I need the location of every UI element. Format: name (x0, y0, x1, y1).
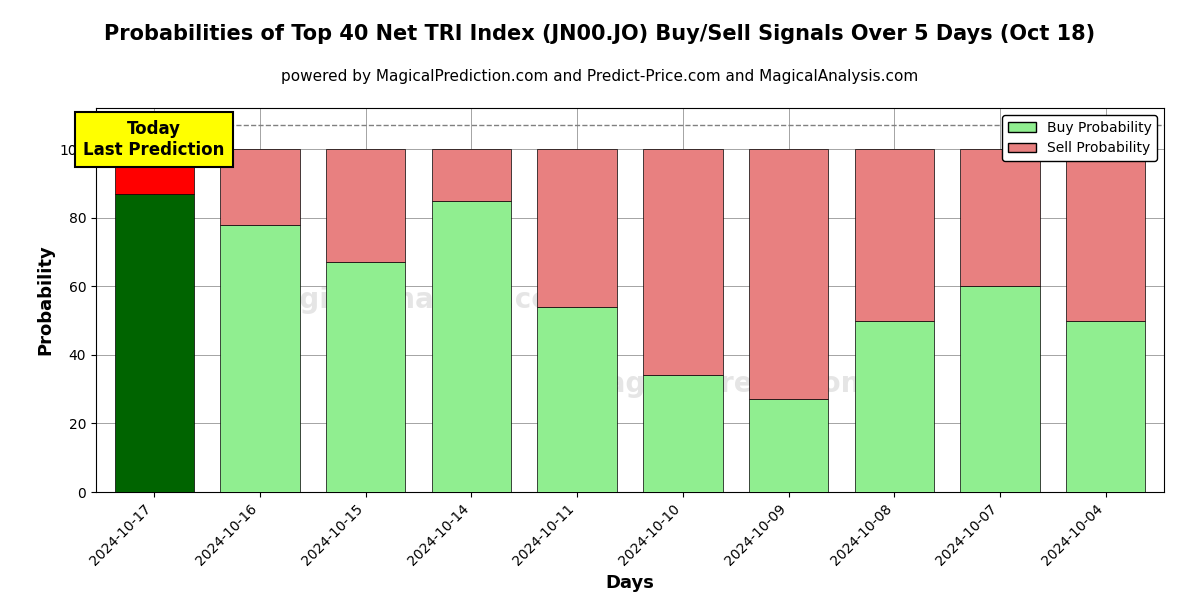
Bar (749, 400, 828, 492)
Bar (114, 149, 194, 194)
Text: MagicalPrediction.com: MagicalPrediction.com (580, 370, 936, 398)
Bar (432, 200, 511, 492)
Bar (854, 149, 934, 320)
X-axis label: Days: Days (606, 574, 654, 592)
Bar (854, 320, 934, 492)
Legend: Buy Probability, Sell Probability: Buy Probability, Sell Probability (1002, 115, 1157, 161)
Y-axis label: Probability: Probability (36, 245, 54, 355)
Bar (326, 262, 406, 492)
Bar (221, 149, 300, 224)
Bar (960, 149, 1039, 286)
Bar (643, 376, 722, 492)
Text: Today
Last Prediction: Today Last Prediction (84, 120, 224, 159)
Bar (538, 149, 617, 307)
Bar (960, 286, 1039, 492)
Bar (221, 224, 300, 492)
Bar (538, 307, 617, 492)
Bar (114, 194, 194, 492)
Text: MagicalAnalysis.com: MagicalAnalysis.com (253, 286, 580, 314)
Bar (1066, 320, 1146, 492)
Bar (432, 149, 511, 200)
Bar (1066, 149, 1146, 320)
Bar (749, 149, 828, 400)
Bar (643, 149, 722, 376)
Text: powered by MagicalPrediction.com and Predict-Price.com and MagicalAnalysis.com: powered by MagicalPrediction.com and Pre… (281, 69, 919, 84)
Text: Probabilities of Top 40 Net TRI Index (JN00.JO) Buy/Sell Signals Over 5 Days (Oc: Probabilities of Top 40 Net TRI Index (J… (104, 24, 1096, 44)
Bar (326, 149, 406, 262)
